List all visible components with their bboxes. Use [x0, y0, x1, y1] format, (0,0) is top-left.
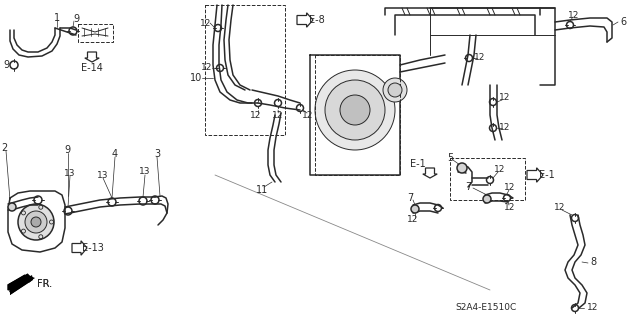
Polygon shape: [10, 275, 32, 292]
Text: 13: 13: [140, 167, 151, 176]
Text: 10: 10: [190, 73, 202, 83]
Text: 9: 9: [73, 14, 79, 24]
Text: E-1: E-1: [410, 159, 426, 169]
Bar: [450, 158, 525, 200]
Text: 12: 12: [554, 204, 566, 212]
Polygon shape: [10, 275, 33, 295]
Text: 12: 12: [568, 11, 580, 19]
Text: 12: 12: [250, 112, 262, 121]
Circle shape: [483, 195, 491, 203]
Circle shape: [383, 78, 407, 102]
Circle shape: [457, 163, 467, 173]
Text: 12: 12: [302, 112, 314, 121]
Circle shape: [411, 205, 419, 213]
Text: 13: 13: [64, 168, 76, 177]
Text: 9: 9: [3, 60, 9, 70]
Text: 12: 12: [499, 123, 511, 132]
Text: 7: 7: [407, 193, 413, 203]
Text: 2: 2: [1, 143, 7, 153]
Text: 4: 4: [112, 149, 118, 159]
Text: 12: 12: [200, 19, 212, 27]
Polygon shape: [8, 274, 28, 285]
Text: 13: 13: [97, 170, 109, 180]
Text: 9: 9: [64, 145, 70, 155]
Bar: [78, 24, 113, 42]
Text: 12: 12: [474, 54, 486, 63]
Circle shape: [388, 83, 402, 97]
Text: 12: 12: [202, 63, 212, 72]
Text: E-1: E-1: [539, 170, 555, 180]
Text: 12: 12: [587, 303, 598, 313]
Text: S2A4-E1510C: S2A4-E1510C: [455, 303, 516, 313]
Text: 5: 5: [447, 153, 453, 163]
Polygon shape: [10, 276, 35, 295]
Text: 12: 12: [494, 166, 506, 174]
Circle shape: [31, 217, 41, 227]
Circle shape: [325, 80, 385, 140]
Text: 7: 7: [465, 182, 471, 192]
Text: 11: 11: [256, 185, 268, 195]
Text: 12: 12: [504, 183, 516, 192]
Circle shape: [315, 70, 395, 150]
Text: 12: 12: [407, 216, 419, 225]
Text: 12: 12: [499, 93, 511, 102]
Bar: [315, 55, 400, 175]
Text: 8: 8: [590, 257, 596, 267]
Text: E-13: E-13: [82, 243, 104, 253]
Circle shape: [340, 95, 370, 125]
Text: 6: 6: [620, 17, 626, 27]
Bar: [205, 5, 285, 135]
Text: E-14: E-14: [81, 63, 103, 73]
Text: E-8: E-8: [309, 15, 325, 25]
Circle shape: [25, 211, 47, 233]
Text: FR.: FR.: [37, 279, 52, 289]
Text: FR.: FR.: [37, 279, 52, 289]
Text: 12: 12: [272, 112, 284, 121]
Polygon shape: [8, 275, 25, 290]
Text: 1: 1: [54, 13, 60, 23]
Circle shape: [18, 204, 54, 240]
Text: 3: 3: [154, 149, 160, 159]
Text: 12: 12: [504, 203, 516, 211]
Circle shape: [8, 203, 16, 211]
